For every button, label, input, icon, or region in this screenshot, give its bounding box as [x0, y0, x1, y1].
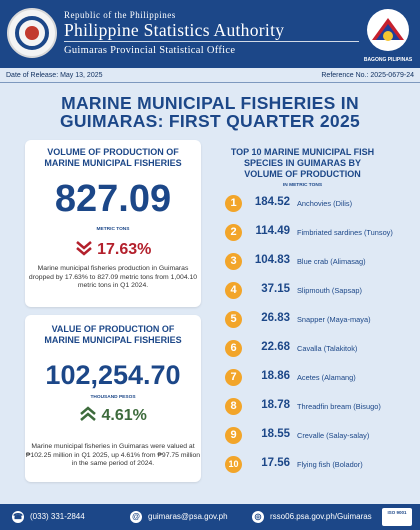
species-name: Threadfin bream (Bisugo) — [297, 402, 381, 411]
rank-badge: 8 — [225, 398, 242, 415]
volume-value: 827.09 — [54, 178, 172, 220]
footer-bar: ☎ (033) 331-2844 @ guimaras@psa.gov.ph ◎… — [0, 504, 420, 530]
rank-badge: 10 — [225, 456, 242, 473]
value-card: VALUE OF PRODUCTION OF MARINE MUNICIPAL … — [25, 315, 201, 482]
arrow-down-icon — [75, 241, 92, 256]
rank-badge: 5 — [225, 311, 242, 328]
footer-email[interactable]: guimaras@psa.gov.ph — [148, 512, 228, 521]
top10-heading-line3: VOLUME OF PRODUCTION — [244, 169, 361, 179]
republic-label: Republic of the Philippines — [64, 10, 176, 20]
species-name: Blue crab (Alimasag) — [297, 257, 366, 266]
release-date: Date of Release: May 13, 2025 — [6, 72, 103, 79]
bagong-pilipinas-label: BAGONG PILIPINAS — [363, 57, 413, 63]
rank-badge: 6 — [225, 340, 242, 357]
species-volume: 22.68 — [261, 341, 290, 353]
info-divider — [0, 82, 420, 83]
rank-badge: 2 — [225, 224, 242, 241]
species-volume: 104.83 — [254, 254, 290, 266]
value-heading-line1: VALUE OF PRODUCTION OF — [51, 324, 175, 334]
volume-heading-line1: VOLUME OF PRODUCTION OF — [47, 147, 179, 157]
rank-badge: 9 — [225, 427, 242, 444]
volume-change: 17.63% — [25, 240, 201, 259]
top10-unit: IN METRIC TONS — [282, 183, 323, 188]
bagong-pilipinas-logo-icon — [367, 9, 409, 51]
footer-website[interactable]: rsso06.psa.gov.ph/Guimaras — [270, 512, 372, 521]
value-unit: THOUSAND PESOS — [90, 395, 136, 400]
species-name: Crevalle (Salay-salay) — [297, 431, 370, 440]
top10-heading-line2: SPECIES IN GUIMARAS BY — [243, 158, 362, 168]
header-bar: Republic of the Philippines Philippine S… — [0, 0, 420, 68]
value-heading-line2: MARINE MUNICIPAL FISHERIES — [44, 335, 182, 345]
web-icon: ◎ — [252, 511, 264, 523]
value-change-value: 4.61% — [101, 407, 147, 424]
iso-badge-icon: ISO 9001 — [382, 508, 412, 526]
value-change: 4.61% — [25, 406, 201, 425]
office-name: Guimaras Provincial Statistical Office — [64, 45, 236, 56]
species-name: Fimbriated sardines (Tunsoy) — [297, 228, 393, 237]
species-volume: 18.86 — [261, 370, 290, 382]
species-name: Acetes (Alamang) — [297, 373, 356, 382]
species-volume: 114.49 — [255, 225, 290, 237]
volume-unit: METRIC TONS — [96, 227, 130, 232]
species-volume: 18.78 — [261, 399, 290, 411]
psa-seal-icon — [7, 8, 57, 58]
arrow-up-icon — [80, 406, 96, 421]
volume-heading-line2: MARINE MUNICIPAL FISHERIES — [44, 158, 182, 168]
species-name: Anchovies (Dilis) — [297, 199, 353, 208]
reference-number: Reference No.: 2025-0679-24 — [321, 72, 414, 79]
species-volume: 17.56 — [261, 457, 290, 469]
page-title-line1: MARINE MUNICIPAL FISHERIES IN — [61, 93, 359, 113]
volume-change-value: 17.63% — [97, 241, 152, 258]
rank-badge: 4 — [225, 282, 242, 299]
species-volume: 184.52 — [254, 196, 290, 208]
species-name: Snapper (Maya-maya) — [297, 315, 371, 324]
species-volume: 37.15 — [261, 283, 290, 295]
email-icon: @ — [130, 511, 142, 523]
page-title-line2: GUIMARAS: FIRST QUARTER 2025 — [59, 111, 361, 131]
phone-icon: ☎ — [12, 511, 24, 523]
species-name: Slipmouth (Sapsap) — [297, 286, 362, 295]
top10-heading-line1: TOP 10 MARINE MUNICIPAL FISH — [230, 147, 375, 157]
footer-phone[interactable]: (033) 331-2844 — [30, 512, 85, 521]
header-divider — [64, 41, 359, 42]
value-description: Marine municipal fisheries in Guimaras w… — [25, 443, 201, 467]
species-name: Flying fish (Bolador) — [297, 460, 363, 469]
volume-card: VOLUME OF PRODUCTION OF MARINE MUNICIPAL… — [25, 140, 201, 307]
rank-badge: 7 — [225, 369, 242, 386]
rank-badge: 3 — [225, 253, 242, 270]
rank-badge: 1 — [225, 195, 242, 212]
species-volume: 18.55 — [261, 428, 290, 440]
value-value: 102,254.70 — [45, 360, 181, 390]
species-name: Cavalla (Talakitok) — [297, 344, 358, 353]
species-volume: 26.83 — [261, 312, 290, 324]
volume-description: Marine municipal fisheries production in… — [28, 265, 198, 289]
agency-name: Philippine Statistics Authority — [64, 20, 285, 40]
